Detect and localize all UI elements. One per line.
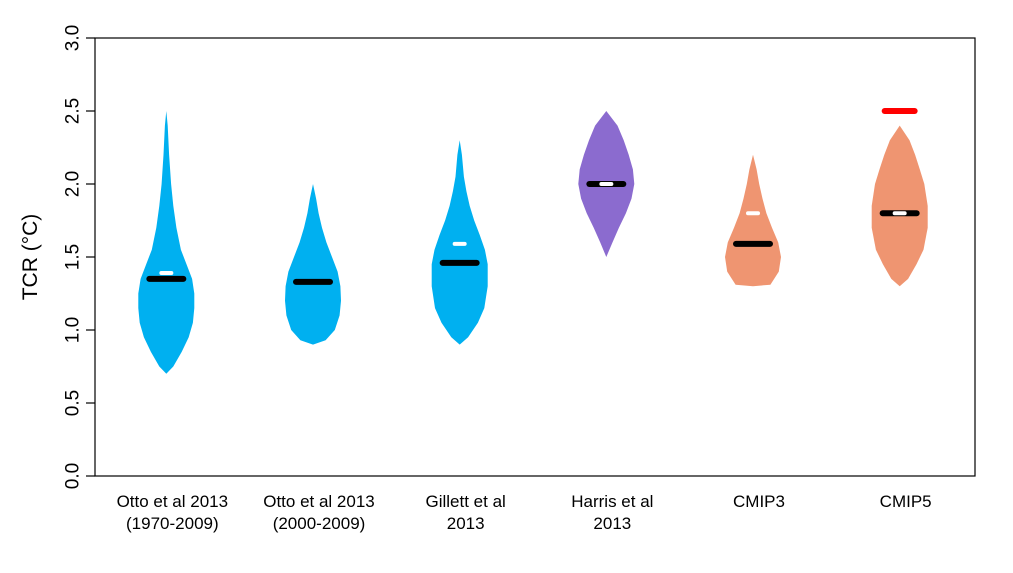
x-category-label: Harris et al bbox=[571, 492, 653, 511]
x-category-label: (1970-2009) bbox=[126, 514, 219, 533]
y-tick-label: 1.5 bbox=[63, 244, 84, 270]
violin-body bbox=[138, 111, 195, 374]
y-tick-label: 0.0 bbox=[63, 463, 84, 489]
y-axis: 0.0 0.5 1.0 1.5 2.0 2.5 3.0 bbox=[63, 25, 95, 489]
violin-body bbox=[871, 125, 928, 287]
y-tick-label: 2.5 bbox=[63, 98, 84, 124]
x-category-label: (2000-2009) bbox=[273, 514, 366, 533]
x-category-label: Gillett et al bbox=[426, 492, 506, 511]
x-category-label: CMIP3 bbox=[733, 492, 785, 511]
x-category-label: 2013 bbox=[447, 514, 485, 533]
y-tick-label: 2.0 bbox=[63, 171, 84, 197]
x-category-label: Otto et al 2013 bbox=[263, 492, 375, 511]
y-tick-label: 1.0 bbox=[63, 317, 84, 343]
y-tick-label: 0.5 bbox=[63, 390, 84, 416]
x-category-label: Otto et al 2013 bbox=[117, 492, 229, 511]
y-axis-title: TCR (°C) bbox=[19, 214, 42, 301]
x-category-label: CMIP5 bbox=[880, 492, 932, 511]
violin-body bbox=[285, 184, 341, 345]
y-tick-label: 3.0 bbox=[63, 25, 84, 51]
x-axis: Otto et al 2013 (1970-2009) Otto et al 201… bbox=[117, 492, 932, 533]
violin-body bbox=[725, 154, 781, 287]
x-category-label: 2013 bbox=[593, 514, 631, 533]
violins-layer bbox=[138, 108, 928, 374]
